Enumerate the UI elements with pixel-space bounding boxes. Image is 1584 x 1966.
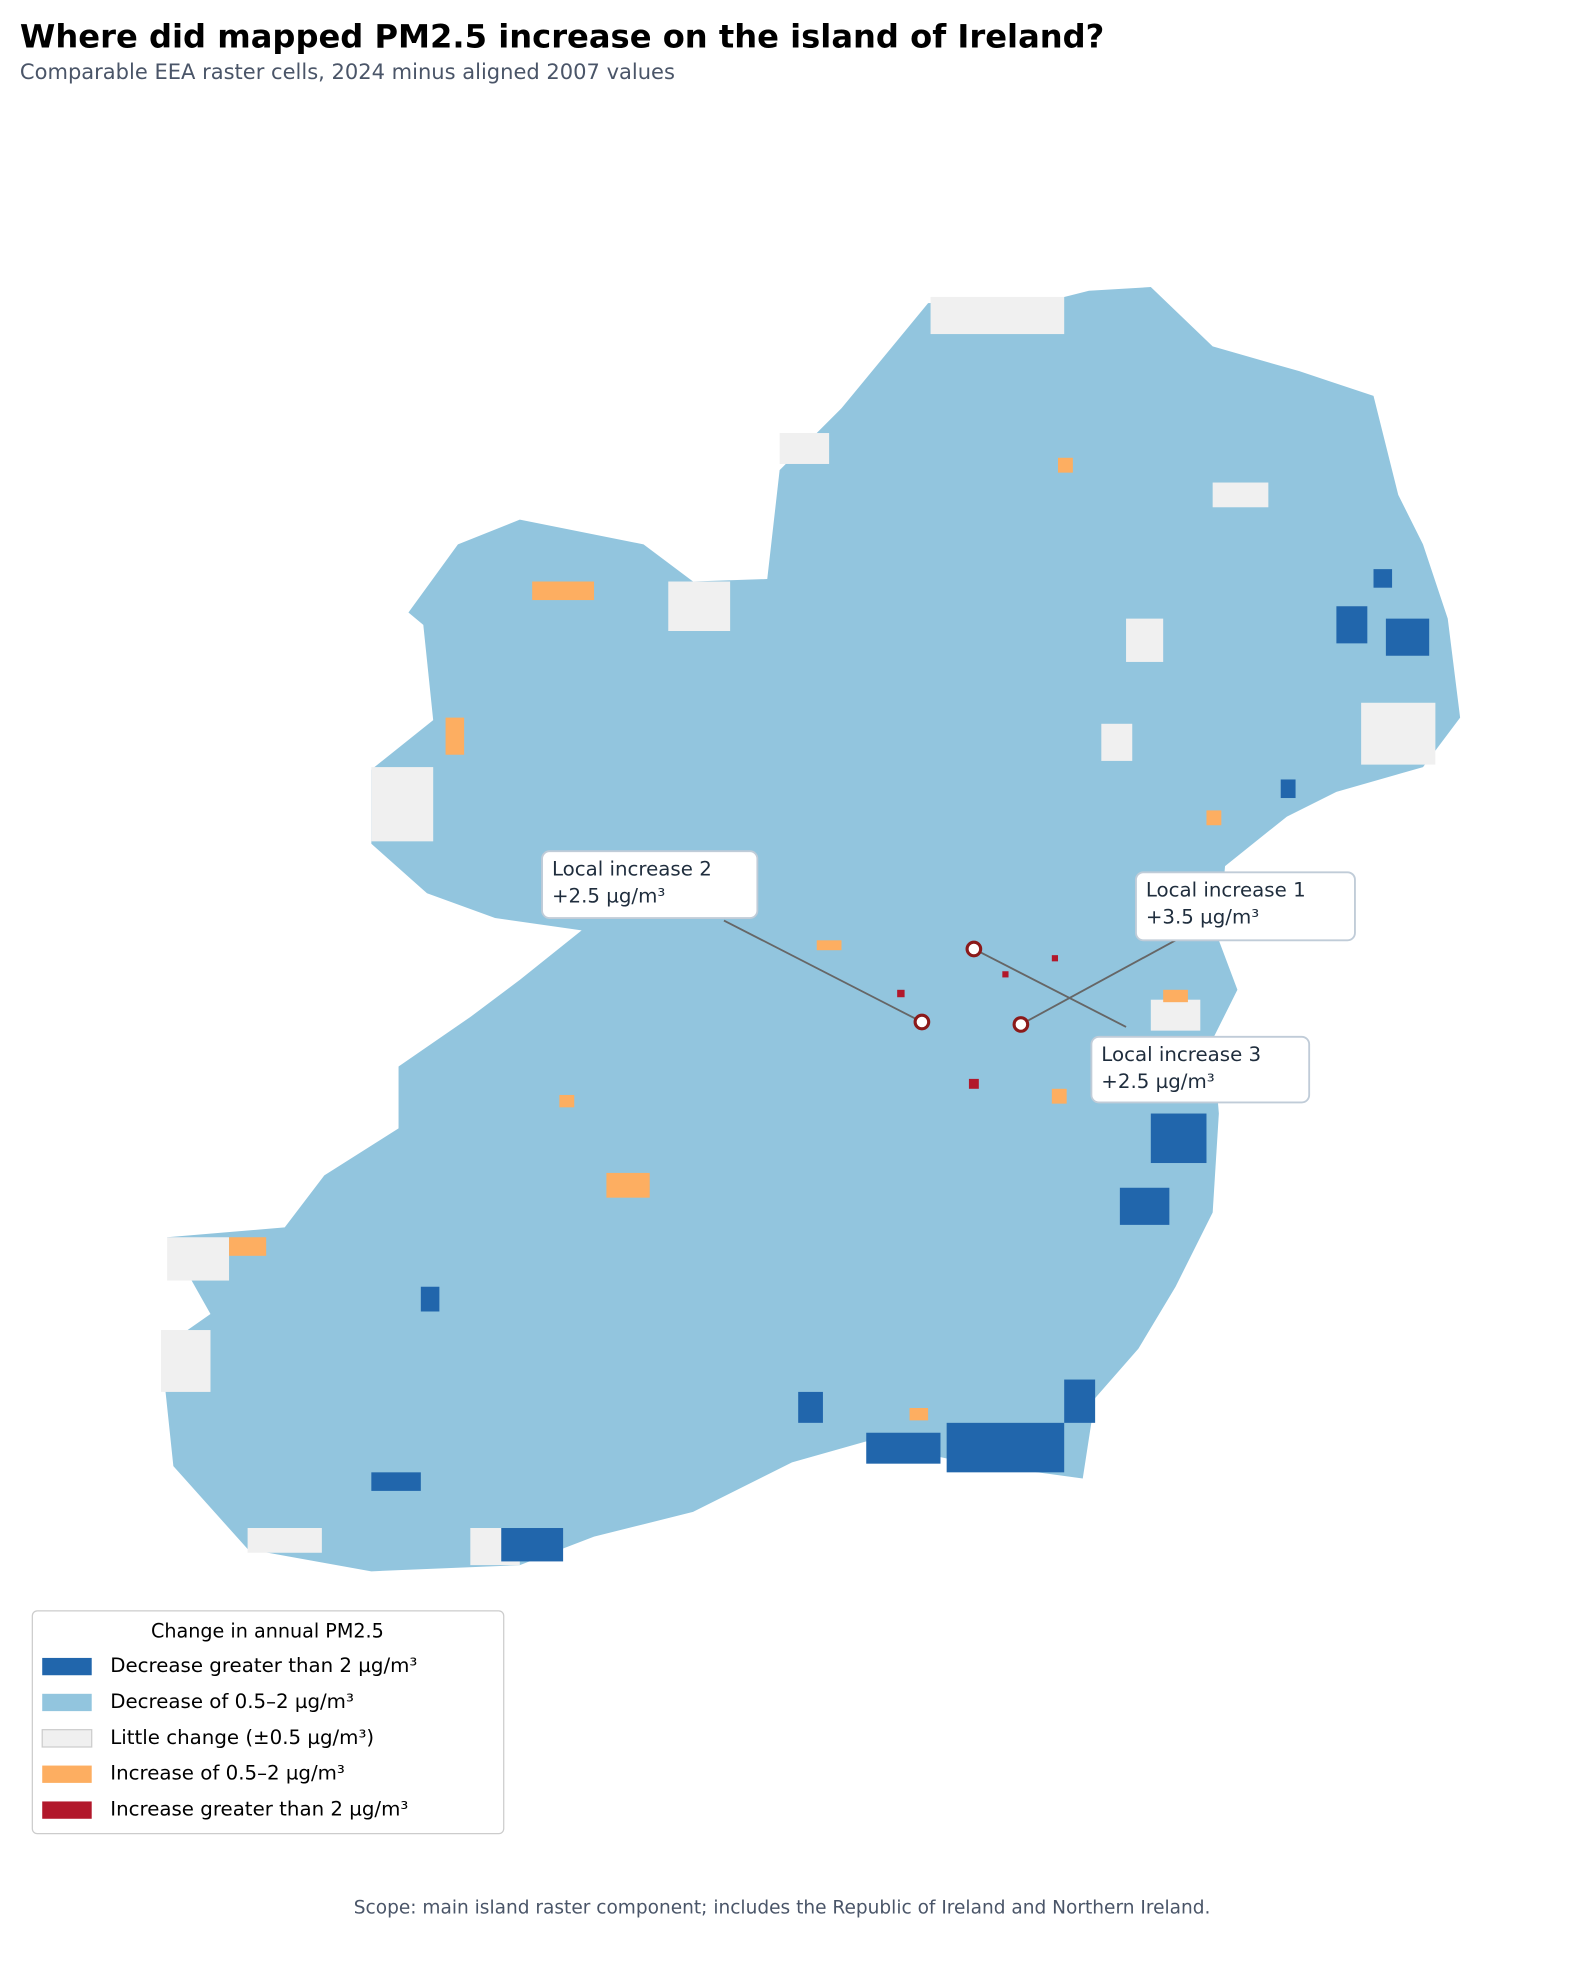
title: Where did mapped PM2.5 increase on the i… bbox=[20, 17, 1104, 55]
legend-label: Decrease of 0.5–2 µg/m³ bbox=[110, 1690, 354, 1713]
annotation-box bbox=[541, 850, 759, 919]
raster-patch bbox=[946, 1422, 1065, 1473]
annotation-value: +2.5 µg/m³ bbox=[1101, 1070, 1214, 1093]
raster-patch bbox=[816, 940, 842, 951]
raster-patch bbox=[1064, 1379, 1096, 1423]
raster-patch bbox=[1002, 971, 1009, 978]
raster-patch bbox=[1101, 723, 1133, 761]
legend-swatch bbox=[42, 1765, 92, 1783]
island-map bbox=[160, 287, 1461, 1572]
raster-patch bbox=[420, 1286, 440, 1312]
legend-label: Increase of 0.5–2 µg/m³ bbox=[110, 1762, 345, 1785]
raster-patch bbox=[1280, 779, 1296, 799]
raster-patch bbox=[1373, 569, 1393, 588]
raster-patch bbox=[1336, 606, 1368, 644]
raster-patch bbox=[930, 296, 1065, 335]
raster-patch bbox=[1051, 955, 1059, 962]
raster-patch bbox=[247, 1528, 322, 1553]
annotation-value: +3.5 µg/m³ bbox=[1146, 906, 1259, 929]
raster-patch bbox=[779, 433, 830, 464]
raster-patch bbox=[1206, 810, 1222, 826]
legend-label: Increase greater than 2 µg/m³ bbox=[110, 1798, 408, 1821]
raster-patch bbox=[445, 717, 465, 755]
annotation-value: +2.5 µg/m³ bbox=[552, 885, 665, 908]
legend-title: Change in annual PM2.5 bbox=[151, 1619, 384, 1642]
legend-swatch bbox=[41, 1729, 93, 1748]
subtitle: Comparable EEA raster cells, 2024 minus … bbox=[20, 59, 675, 84]
legend-swatch bbox=[42, 1801, 92, 1819]
legend-swatch bbox=[42, 1693, 92, 1712]
raster-patch bbox=[606, 1172, 650, 1198]
annotation-label: Local increase 3 bbox=[1101, 1043, 1261, 1066]
legend: Change in annual PM2.5 Decrease greater … bbox=[31, 1610, 505, 1835]
raster-patch bbox=[371, 767, 434, 842]
raster-patch bbox=[532, 581, 595, 601]
raster-patch bbox=[1126, 618, 1164, 662]
footnote: Scope: main island raster component; inc… bbox=[354, 1897, 1211, 1918]
raster-patch bbox=[160, 1330, 211, 1392]
island-land bbox=[160, 287, 1461, 1572]
legend-swatch bbox=[42, 1657, 92, 1676]
raster-patch bbox=[1163, 989, 1188, 1003]
raster-patch bbox=[897, 989, 905, 998]
raster-patch bbox=[668, 581, 731, 632]
raster-patch bbox=[1058, 457, 1073, 473]
legend-box bbox=[31, 1610, 505, 1835]
raster-patch bbox=[1385, 618, 1430, 656]
raster-patch bbox=[909, 1407, 929, 1421]
marker bbox=[913, 1013, 931, 1031]
raster-patch bbox=[968, 1078, 979, 1089]
raster-patch bbox=[1150, 999, 1201, 1031]
annotation-box bbox=[1090, 1035, 1311, 1104]
leader-line bbox=[723, 919, 923, 1023]
raster-patch bbox=[866, 1432, 941, 1464]
raster-patch bbox=[559, 1094, 575, 1108]
raster-patch bbox=[1361, 702, 1436, 765]
annotation-label: Local increase 2 bbox=[552, 857, 712, 880]
legend-label: Little change (±0.5 µg/m³) bbox=[110, 1726, 374, 1749]
annotation-box bbox=[1135, 871, 1356, 942]
raster-patch bbox=[798, 1391, 823, 1423]
raster-patch bbox=[501, 1528, 564, 1562]
raster-patch bbox=[371, 1472, 421, 1491]
leader-line bbox=[973, 948, 1127, 1028]
raster-patch bbox=[1150, 1113, 1207, 1164]
raster-patch bbox=[229, 1237, 267, 1256]
marker bbox=[965, 940, 983, 958]
marker bbox=[1012, 1016, 1030, 1033]
leader-line bbox=[1020, 939, 1176, 1026]
raster-patch bbox=[1119, 1187, 1170, 1225]
annotation-label: Local increase 1 bbox=[1146, 878, 1306, 901]
legend-label: Decrease greater than 2 µg/m³ bbox=[110, 1654, 417, 1677]
raster-patch bbox=[1212, 482, 1269, 508]
raster-patch bbox=[167, 1237, 230, 1281]
raster-patch bbox=[1051, 1088, 1067, 1104]
